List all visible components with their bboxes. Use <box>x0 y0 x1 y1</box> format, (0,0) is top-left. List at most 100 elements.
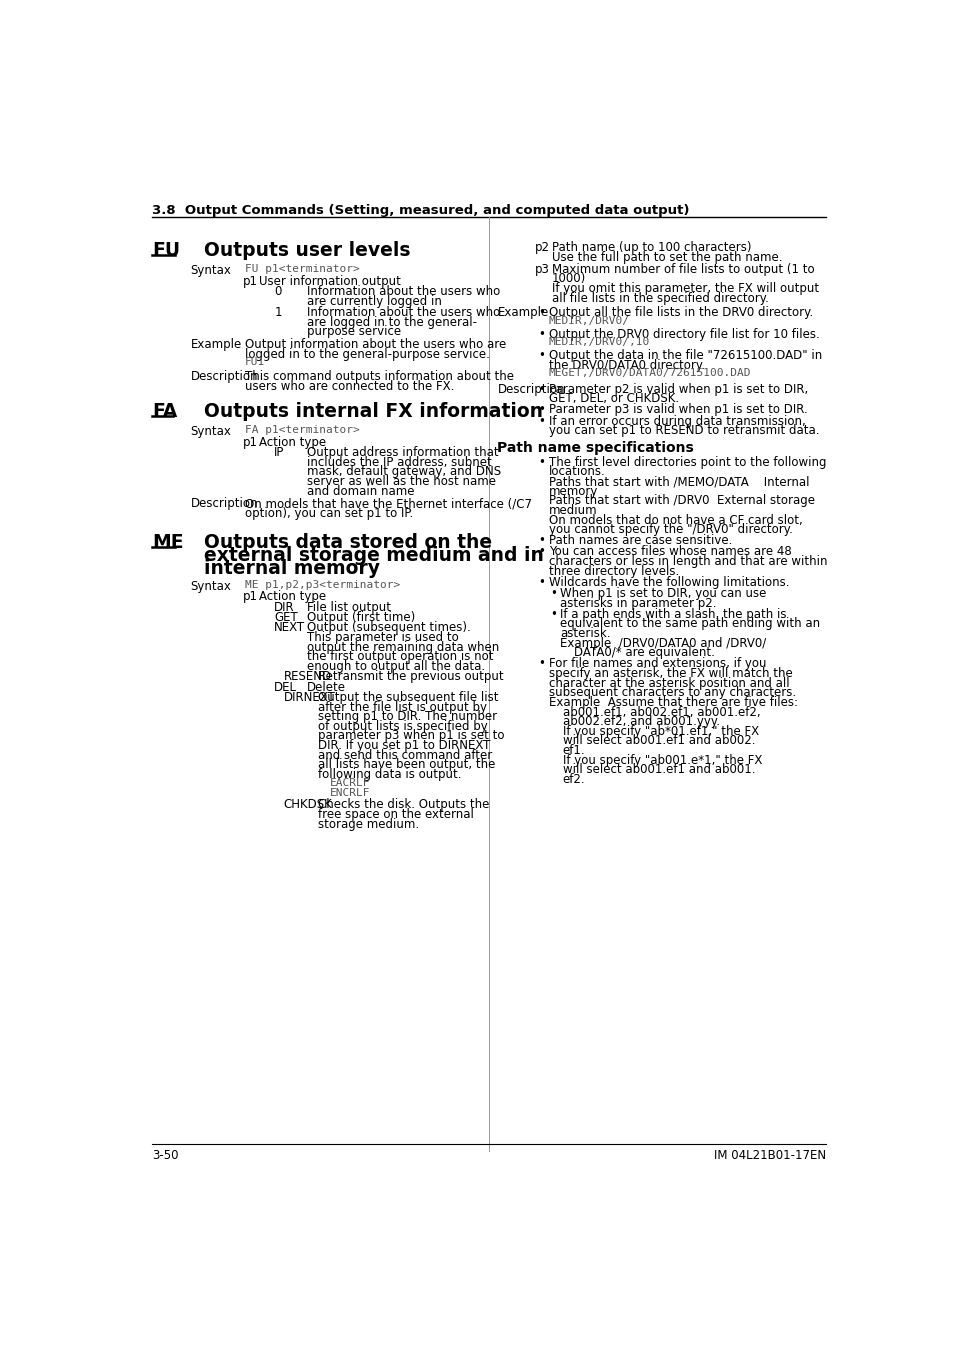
Text: will select ab001.ef1 and ab001.: will select ab001.ef1 and ab001. <box>562 763 754 776</box>
Text: •: • <box>537 350 545 362</box>
Text: setting p1 to DIR. The number: setting p1 to DIR. The number <box>318 710 497 724</box>
Text: For file names and extensions, if you: For file names and extensions, if you <box>548 657 765 671</box>
Text: If you specify "ab*01.ef1," the FX: If you specify "ab*01.ef1," the FX <box>562 725 758 738</box>
Text: 3-50: 3-50 <box>152 1149 178 1162</box>
Text: DIR. If you set p1 to DIRNEXT: DIR. If you set p1 to DIRNEXT <box>318 738 490 752</box>
Text: are currently logged in: are currently logged in <box>307 294 441 308</box>
Text: CHKDSK: CHKDSK <box>283 798 332 811</box>
Text: IM 04L21B01-17EN: IM 04L21B01-17EN <box>713 1149 825 1162</box>
Text: storage medium.: storage medium. <box>318 818 419 830</box>
Text: •: • <box>537 306 545 319</box>
Text: EACRLF: EACRLF <box>330 779 370 788</box>
Text: 3.8  Output Commands (Setting, measured, and computed data output): 3.8 Output Commands (Setting, measured, … <box>152 204 689 217</box>
Text: option), you can set p1 to IP.: option), you can set p1 to IP. <box>245 508 413 520</box>
Text: p2: p2 <box>534 242 549 254</box>
Text: •: • <box>537 576 545 589</box>
Text: When p1 is set to DIR, you can use: When p1 is set to DIR, you can use <box>559 587 766 599</box>
Text: you can set p1 to RESEND to retransmit data.: you can set p1 to RESEND to retransmit d… <box>548 424 819 437</box>
Text: p3: p3 <box>534 263 549 275</box>
Text: Checks the disk. Outputs the: Checks the disk. Outputs the <box>318 798 489 811</box>
Text: Paths that start with /MEMO/DATA    Internal: Paths that start with /MEMO/DATA Interna… <box>548 475 808 487</box>
Text: Syntax: Syntax <box>191 265 232 277</box>
Text: Output (subsequent times).: Output (subsequent times). <box>307 621 470 634</box>
Text: all file lists in the specified directory.: all file lists in the specified director… <box>551 292 768 305</box>
Text: GET: GET <box>274 612 297 624</box>
Text: Retransmit the previous output: Retransmit the previous output <box>318 670 503 683</box>
Text: external storage medium and in: external storage medium and in <box>204 545 544 564</box>
Text: Path names are case sensitive.: Path names are case sensitive. <box>548 535 731 547</box>
Text: Output information about the users who are: Output information about the users who a… <box>245 338 505 351</box>
Text: FA: FA <box>152 402 177 421</box>
Text: You can access files whose names are 48: You can access files whose names are 48 <box>548 545 791 559</box>
Text: memory: memory <box>548 485 598 498</box>
Text: Delete: Delete <box>307 680 345 694</box>
Text: character at the asterisk position and all: character at the asterisk position and a… <box>548 676 788 690</box>
Text: The first level directories point to the following: The first level directories point to the… <box>548 456 825 468</box>
Text: Information about the users who: Information about the users who <box>307 306 499 319</box>
Text: This command outputs information about the: This command outputs information about t… <box>245 370 514 383</box>
Text: On models that do not have a CF card slot,: On models that do not have a CF card slo… <box>548 513 801 526</box>
Text: Action type: Action type <box>258 436 326 448</box>
Text: p1: p1 <box>243 590 258 603</box>
Text: FU: FU <box>152 242 180 261</box>
Text: Path name (up to 100 characters): Path name (up to 100 characters) <box>551 242 750 254</box>
Text: users who are connected to the FX.: users who are connected to the FX. <box>245 379 454 393</box>
Text: free space on the external: free space on the external <box>318 809 474 821</box>
Text: MEDIR,/DRV0/: MEDIR,/DRV0/ <box>548 316 629 325</box>
Text: DEL: DEL <box>274 680 297 694</box>
Text: 1000): 1000) <box>551 273 585 285</box>
Text: following data is output.: following data is output. <box>318 768 461 782</box>
Text: enough to output all the data.: enough to output all the data. <box>307 660 484 672</box>
Text: will select ab001.ef1 and ab002.: will select ab001.ef1 and ab002. <box>562 734 754 748</box>
Text: the DRV0/DATA0 directory.: the DRV0/DATA0 directory. <box>548 359 704 371</box>
Text: Use the full path to set the path name.: Use the full path to set the path name. <box>551 251 781 265</box>
Text: Syntax: Syntax <box>191 579 232 593</box>
Text: •: • <box>537 545 545 559</box>
Text: after the file list is output by: after the file list is output by <box>318 701 487 714</box>
Text: output the remaining data when: output the remaining data when <box>307 640 498 653</box>
Text: and domain name: and domain name <box>307 485 414 498</box>
Text: parameter p3 when p1 is set to: parameter p3 when p1 is set to <box>318 729 504 742</box>
Text: Parameter p2 is valid when p1 is set to DIR,: Parameter p2 is valid when p1 is set to … <box>548 382 807 396</box>
Text: •: • <box>550 608 557 621</box>
Text: characters or less in length and that are within: characters or less in length and that ar… <box>548 555 826 568</box>
Text: FU p1<terminator>: FU p1<terminator> <box>245 265 359 274</box>
Text: IP: IP <box>274 446 284 459</box>
Text: Description: Description <box>497 382 564 396</box>
Text: asterisks in parameter p2.: asterisks in parameter p2. <box>559 597 716 610</box>
Text: Output the data in the file "72615100.DAD" in: Output the data in the file "72615100.DA… <box>548 350 821 362</box>
Text: Description: Description <box>191 370 257 383</box>
Text: ab001.ef1, ab002.ef1, ab001.ef2,: ab001.ef1, ab002.ef1, ab001.ef2, <box>562 706 760 718</box>
Text: •: • <box>537 414 545 428</box>
Text: Example  /DRV0/DATA0 and /DRV0/: Example /DRV0/DATA0 and /DRV0/ <box>559 637 765 649</box>
Text: ME p1,p2,p3<terminator>: ME p1,p2,p3<terminator> <box>245 579 399 590</box>
Text: Paths that start with /DRV0  External storage: Paths that start with /DRV0 External sto… <box>548 494 814 508</box>
Text: asterisk.: asterisk. <box>559 628 610 640</box>
Text: FA p1<terminator>: FA p1<terminator> <box>245 425 359 435</box>
Text: Parameter p3 is valid when p1 is set to DIR.: Parameter p3 is valid when p1 is set to … <box>548 404 806 416</box>
Text: Action type: Action type <box>258 590 326 603</box>
Text: Output address information that: Output address information that <box>307 446 497 459</box>
Text: purpose service: purpose service <box>307 325 400 339</box>
Text: all lists have been output, the: all lists have been output, the <box>318 759 496 771</box>
Text: Syntax: Syntax <box>191 425 232 439</box>
Text: Outputs data stored on the: Outputs data stored on the <box>204 533 492 552</box>
Text: p1: p1 <box>243 275 258 288</box>
Text: •: • <box>550 587 557 599</box>
Text: If a path ends with a slash, the path is: If a path ends with a slash, the path is <box>559 608 786 621</box>
Text: you cannot specify the "/DRV0" directory.: you cannot specify the "/DRV0" directory… <box>548 524 792 536</box>
Text: three directory levels.: three directory levels. <box>548 564 679 578</box>
Text: File list output: File list output <box>307 601 391 613</box>
Text: includes the IP address, subnet: includes the IP address, subnet <box>307 456 491 468</box>
Text: •: • <box>537 404 545 416</box>
Text: ME: ME <box>152 533 183 552</box>
Text: ENCRLF: ENCRLF <box>330 788 370 798</box>
Text: ef1.: ef1. <box>562 744 584 757</box>
Text: equivalent to the same path ending with an: equivalent to the same path ending with … <box>559 617 820 630</box>
Text: Outputs user levels: Outputs user levels <box>204 242 411 261</box>
Text: NEXT: NEXT <box>274 621 305 634</box>
Text: the first output operation is not: the first output operation is not <box>307 651 493 663</box>
Text: Output the DRV0 directory file list for 10 files.: Output the DRV0 directory file list for … <box>548 328 819 340</box>
Text: Example: Example <box>497 306 548 319</box>
Text: medium: medium <box>548 504 597 517</box>
